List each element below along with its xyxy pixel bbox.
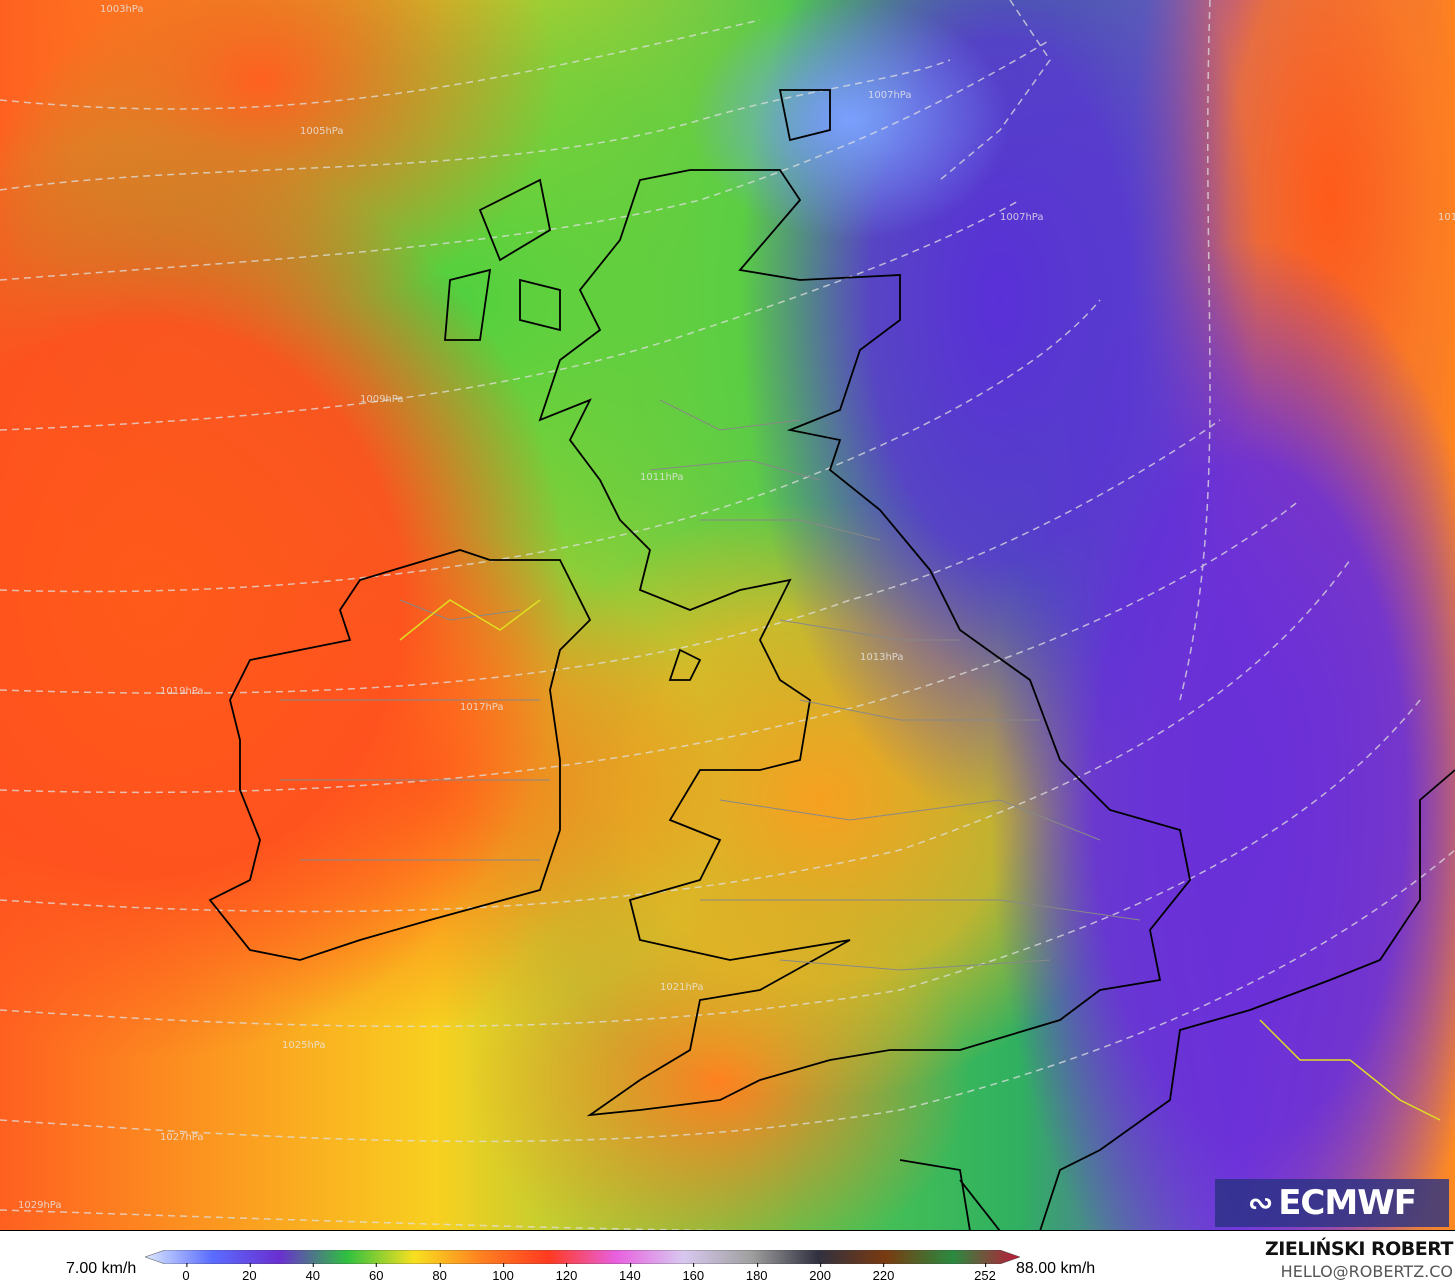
- svg-text:1015hPa: 1015hPa: [1438, 212, 1455, 223]
- legend-tick: 180: [745, 1263, 768, 1283]
- legend-tick: 140: [619, 1263, 641, 1283]
- great-britain-coast: [538, 169, 1191, 1117]
- ireland-coast: [208, 549, 592, 961]
- legend-tick: 160: [682, 1263, 705, 1283]
- svg-text:1021hPa: 1021hPa: [660, 982, 704, 993]
- isobar-labels: 1003hPa 1005hPa 1007hPa 1007hPa 1009hPa …: [18, 4, 1455, 1211]
- legend-tick: 0: [182, 1263, 190, 1283]
- ni-border: [399, 599, 541, 641]
- svg-text:1013hPa: 1013hPa: [860, 652, 904, 663]
- legend-tick: 100: [492, 1263, 514, 1283]
- isle-of-man-coast: [668, 648, 702, 681]
- svg-text:1025hPa: 1025hPa: [282, 1040, 326, 1051]
- svg-text:1003hPa: 1003hPa: [100, 4, 144, 15]
- svg-text:1017hPa: 1017hPa: [460, 702, 504, 713]
- hebrides-coast: [444, 178, 561, 341]
- isobar-lines: [0, 0, 1455, 1230]
- svg-text:1011hPa: 1011hPa: [640, 472, 684, 483]
- legend-colorbar: [145, 1250, 1020, 1264]
- wind-gust-map: 1003hPa 1005hPa 1007hPa 1007hPa 1009hPa …: [0, 0, 1455, 1231]
- legend-tick: 220: [872, 1263, 895, 1283]
- author-credit: ZIELIŃSKI ROBERT: [1265, 1238, 1453, 1260]
- legend-tick: 60: [369, 1263, 384, 1283]
- svg-text:1027hPa: 1027hPa: [160, 1132, 204, 1143]
- svg-text:1007hPa: 1007hPa: [868, 90, 912, 101]
- svg-text:1029hPa: 1029hPa: [18, 1200, 62, 1211]
- svg-text:1005hPa: 1005hPa: [300, 126, 344, 137]
- author-email: HELLO@ROBERTZ.CO: [1280, 1262, 1453, 1281]
- svg-text:1009hPa: 1009hPa: [360, 394, 404, 405]
- continent-coast: [899, 769, 1455, 1230]
- svg-text:1007hPa: 1007hPa: [1000, 212, 1044, 223]
- legend-tick: 200: [809, 1263, 831, 1283]
- legend-tick: 20: [242, 1263, 257, 1283]
- ecmwf-symbol-icon: ∾: [1248, 1185, 1273, 1221]
- legend-tick: 120: [555, 1263, 578, 1283]
- color-legend: 7.00 km/h 88.00 km/h: [0, 1232, 1455, 1287]
- orkney-coast: [778, 89, 831, 142]
- country-border: [1259, 1019, 1441, 1121]
- legend-tick: 80: [432, 1263, 447, 1283]
- admin-boundaries: [280, 399, 1141, 971]
- legend-tick: 252: [974, 1263, 996, 1283]
- legend-max-label: 88.00 km/h: [1016, 1260, 1096, 1277]
- map-overlay: 1003hPa 1005hPa 1007hPa 1007hPa 1009hPa …: [0, 0, 1455, 1230]
- legend-min-label: 7.00 km/h: [66, 1260, 137, 1277]
- logo-text: ECMWF: [1278, 1183, 1417, 1223]
- ecmwf-logo: ∾ ECMWF: [1215, 1179, 1449, 1227]
- legend-tick: 40: [305, 1263, 321, 1283]
- svg-text:1019hPa: 1019hPa: [160, 686, 204, 697]
- coastlines: [208, 89, 1455, 1230]
